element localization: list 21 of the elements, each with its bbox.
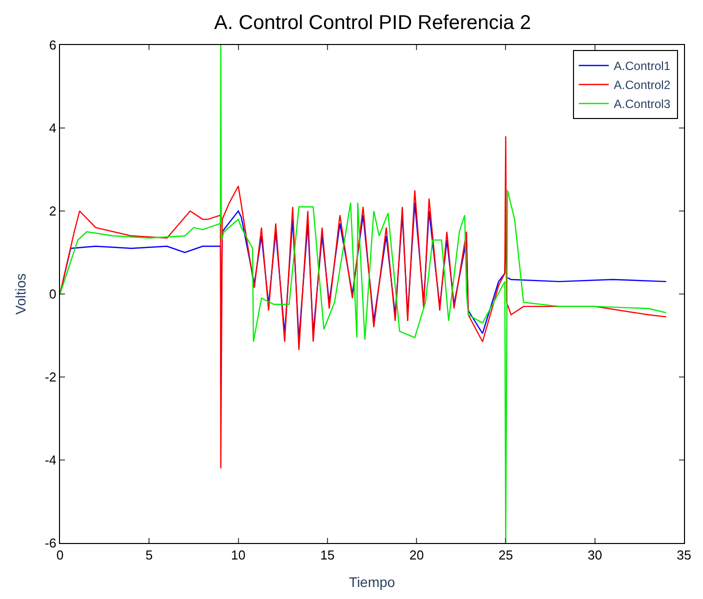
x-tick-label: 20 [409,548,424,563]
x-tick-label: 25 [498,548,513,563]
chart-title: A. Control Control PID Referencia 2 [214,12,531,34]
legend-label: A.Control2 [614,78,671,92]
x-axis-title: Tiempo [348,574,396,590]
legend-label: A.Control3 [614,97,671,112]
x-tick-label: 35 [676,548,692,563]
y-tick-label: 2 [49,204,56,219]
x-tick-label: 5 [146,548,153,563]
y-tick-label: -2 [44,370,56,385]
y-tick-label: 0 [49,286,56,302]
x-tick-label: 30 [588,548,602,563]
y-tick-label: 6 [49,38,56,53]
line-series [60,136,667,469]
x-tick-label: 15 [320,548,335,563]
y-axis-title: Voltios [12,273,28,315]
y-tick-label: 4 [49,120,56,136]
legend-label: A.Control1 [614,59,671,74]
x-tick-label: 10 [231,548,246,563]
y-tick-label: -4 [44,452,56,468]
y-tick-label: -6 [44,536,56,551]
